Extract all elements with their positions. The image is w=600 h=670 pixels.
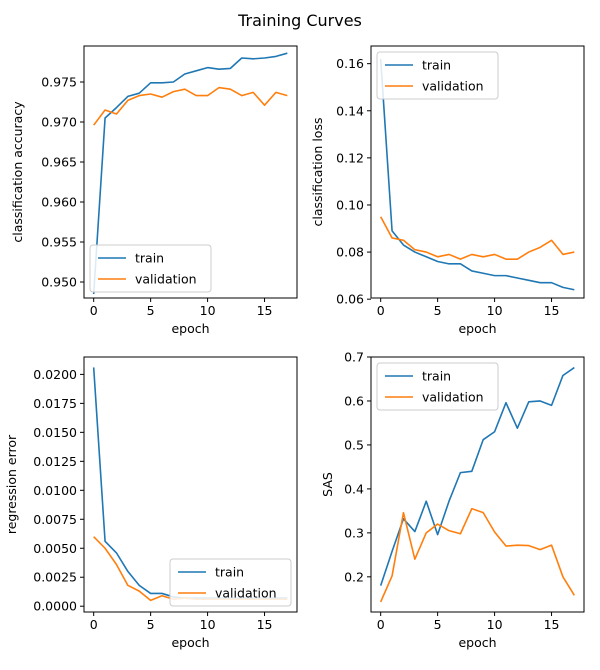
x-tick-label: 15: [257, 303, 273, 318]
x-tick-label: 5: [147, 303, 155, 318]
x-tick-label: 10: [487, 617, 503, 632]
y-tick-label: 0.0200: [33, 367, 77, 382]
x-tick-label: 0: [90, 303, 98, 318]
legend: train validation: [376, 362, 499, 411]
legend-frame: [376, 362, 499, 411]
y-tick-label: 0.4: [344, 481, 364, 496]
y-axis-label: classification accuracy: [10, 101, 25, 243]
y-tick-label: 0.955: [41, 235, 77, 250]
y-tick-label: 0.960: [41, 195, 77, 210]
y-axis-label: regression error: [4, 434, 19, 534]
y-tick-label: 0.12: [336, 150, 364, 165]
legend: train validation: [376, 51, 499, 100]
chart-panel-2: 0 5 10 15 0.06 0.08 0.10 0.12 0.14 0.16 epoch class…: [310, 45, 585, 336]
legend-label-train: train: [135, 251, 164, 266]
y-tick-label: 0.08: [336, 245, 364, 260]
chart-panels: 0 5 10 15 0.950 0.955 0.960 0.965 0.970 0.975 epoc…: [4, 45, 585, 650]
chart-panel-3: 0 5 10 15 0.0000 0.0025 0.0050 0.0075 0.0100 0.01…: [4, 356, 298, 650]
y-tick-label: 0.14: [336, 103, 364, 118]
y-tick-label: 0.975: [41, 75, 77, 90]
y-tick-label: 0.06: [336, 292, 364, 307]
legend-label-train: train: [215, 565, 244, 580]
legend-frame: [89, 244, 212, 293]
x-tick-label: 15: [544, 617, 560, 632]
x-axis-label: epoch: [458, 635, 496, 650]
legend: train validation: [169, 558, 292, 607]
axes-frame: [83, 45, 298, 299]
chart-panel-4: 0 5 10 15 0.2 0.3 0.4 0.5 0.6 0.7 epoch SAS train val…: [320, 350, 585, 650]
y-tick-label: 0.0175: [33, 396, 77, 411]
x-axis-label: epoch: [458, 321, 496, 336]
y-tick-label: 0.10: [336, 197, 364, 212]
legend-label-validation: validation: [422, 79, 484, 94]
y-tick-label: 0.0100: [33, 483, 77, 498]
x-tick-label: 15: [257, 617, 273, 632]
axes-frame: [370, 45, 585, 299]
y-tick-label: 0.5: [344, 437, 364, 452]
legend: train validation: [89, 244, 212, 293]
x-tick-label: 5: [147, 617, 155, 632]
figure-title: Training Curves: [237, 11, 362, 30]
legend-label-validation: validation: [215, 586, 277, 601]
series-line-train: [379, 366, 575, 586]
series-line-train: [92, 52, 288, 295]
axes-frame: [370, 356, 585, 613]
legend-frame: [376, 51, 499, 100]
x-tick-label: 0: [90, 617, 98, 632]
y-tick-label: 0.0075: [33, 512, 77, 527]
legend-label-train: train: [422, 58, 451, 73]
y-tick-label: 0.965: [41, 155, 77, 170]
series-line-validation: [379, 216, 575, 260]
x-tick-label: 10: [200, 303, 216, 318]
y-axis-label: SAS: [320, 472, 335, 497]
y-tick-label: 0.6: [344, 393, 364, 408]
chart-panel-1: 0 5 10 15 0.950 0.955 0.960 0.965 0.970 0.975 epoc…: [10, 45, 298, 336]
series-line-validation: [379, 507, 576, 603]
y-tick-label: 0.0150: [33, 425, 77, 440]
y-tick-label: 0.2: [344, 569, 364, 584]
series-line-validation: [93, 86, 288, 126]
y-tick-label: 0.0000: [33, 599, 77, 614]
legend-label-train: train: [422, 369, 451, 384]
x-tick-label: 0: [377, 303, 385, 318]
x-tick-label: 10: [200, 617, 216, 632]
y-tick-label: 0.3: [344, 525, 364, 540]
y-tick-label: 0.0050: [33, 541, 77, 556]
x-tick-label: 15: [544, 303, 560, 318]
x-axis-label: epoch: [171, 321, 209, 336]
x-tick-label: 5: [434, 303, 442, 318]
series-line-train: [379, 58, 575, 291]
y-tick-label: 0.950: [41, 275, 77, 290]
y-tick-label: 0.0125: [33, 454, 77, 469]
axes-frame: [83, 356, 298, 613]
x-tick-label: 10: [487, 303, 503, 318]
y-axis-label: classification loss: [310, 118, 325, 227]
x-tick-label: 5: [434, 617, 442, 632]
y-tick-label: 0.7: [344, 350, 364, 365]
x-tick-label: 0: [377, 617, 385, 632]
legend-label-validation: validation: [422, 390, 484, 405]
x-axis-label: epoch: [171, 635, 209, 650]
y-tick-label: 0.970: [41, 115, 77, 130]
y-tick-label: 0.16: [336, 56, 364, 71]
legend-frame: [169, 558, 292, 607]
legend-label-validation: validation: [135, 272, 197, 287]
y-tick-label: 0.0025: [33, 570, 77, 585]
